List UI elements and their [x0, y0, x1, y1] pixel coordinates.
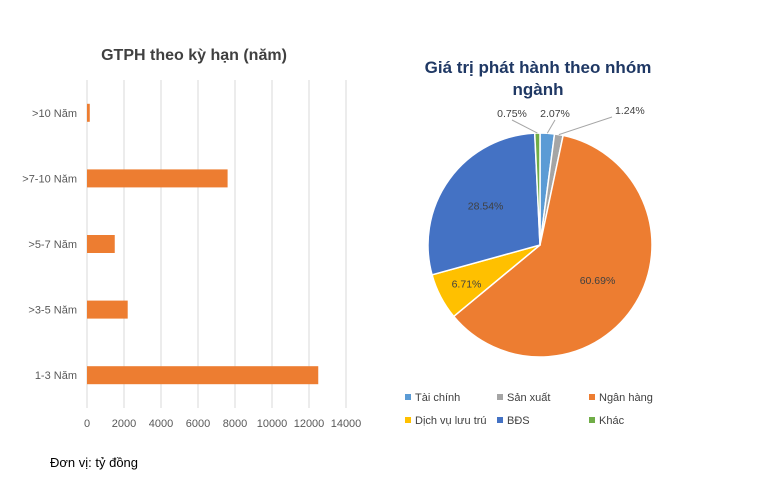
pie-value-label: 0.75%: [497, 108, 527, 120]
pie-slice: [452, 134, 653, 358]
legend-swatch: [497, 417, 503, 423]
legend-swatch: [497, 394, 503, 400]
legend-label: Ngân hàng: [599, 392, 653, 404]
x-tick-label: 4000: [149, 418, 173, 430]
bar-series: [87, 103, 319, 385]
pie-value-label: 60.69%: [580, 275, 616, 287]
x-tick-label: 10000: [257, 418, 288, 430]
x-tick-label: 6000: [186, 418, 210, 430]
pie-chart-title-line2: ngành: [513, 80, 564, 99]
y-category-label: 1-3 Năm: [35, 370, 77, 382]
pie-slices: [427, 132, 653, 358]
bar: [87, 103, 90, 122]
bar: [87, 235, 115, 253]
legend-label: Sản xuất: [507, 392, 550, 404]
bar-tick-labels: 0 2000 4000 6000 8000 10000 12000 14000: [84, 418, 361, 430]
legend-swatch: [589, 417, 595, 423]
unit-note: Đơn vị: tỷ đồng: [50, 455, 138, 470]
legend-label: Tài chính: [415, 392, 460, 404]
y-category-label: >5-7 Năm: [28, 239, 77, 251]
bar-chart: GTPH theo kỳ hạn (năm) >10 Năm>7-10 Năm>…: [22, 47, 361, 430]
legend-swatch: [405, 417, 411, 423]
pie-value-label: 1.24%: [615, 105, 645, 117]
legend-label: BĐS: [507, 415, 530, 427]
x-tick-label: 14000: [331, 418, 362, 430]
legend-swatch: [589, 394, 595, 400]
leader-line: [546, 119, 556, 134]
bar: [87, 300, 128, 319]
legend-label: Khác: [599, 415, 625, 427]
x-tick-label: 0: [84, 418, 90, 430]
pie-legend: Tài chính Sản xuất Ngân hàng Dịch vụ lưu tr…: [405, 392, 653, 427]
y-category-label: >7-10 Năm: [22, 173, 77, 185]
leader-line: [558, 116, 613, 136]
y-category-label: >3-5 Năm: [28, 305, 77, 317]
bar-gridlines: [86, 80, 347, 408]
legend-label: Dịch vụ lưu trú: [415, 415, 487, 427]
pie-value-label: 2.07%: [540, 108, 570, 120]
pie-value-labels: 2.07% 1.24% 60.69% 6.71% 28.54% 0.75%: [452, 105, 645, 290]
x-tick-label: 12000: [294, 418, 325, 430]
pie-value-label: 6.71%: [452, 278, 482, 290]
bar-chart-title: GTPH theo kỳ hạn (năm): [101, 47, 287, 64]
x-tick-label: 8000: [223, 418, 247, 430]
legend-swatch: [405, 394, 411, 400]
bar: [87, 366, 319, 385]
leader-line: [511, 119, 538, 134]
bar-category-labels: >10 Năm >7-10 Năm >5-7 Năm >3-5 Năm 1-3 Năm: [22, 108, 77, 382]
pie-slice: [427, 132, 541, 276]
x-tick-label: 2000: [112, 418, 136, 430]
y-category-label: >10 Năm: [32, 108, 77, 120]
bar: [87, 169, 228, 188]
pie-value-label: 28.54%: [468, 201, 504, 213]
pie-chart: Giá trị phát hành theo nhóm ngành 2.07% 1…: [405, 58, 653, 427]
pie-chart-title-line1: Giá trị phát hành theo nhóm: [425, 58, 652, 77]
